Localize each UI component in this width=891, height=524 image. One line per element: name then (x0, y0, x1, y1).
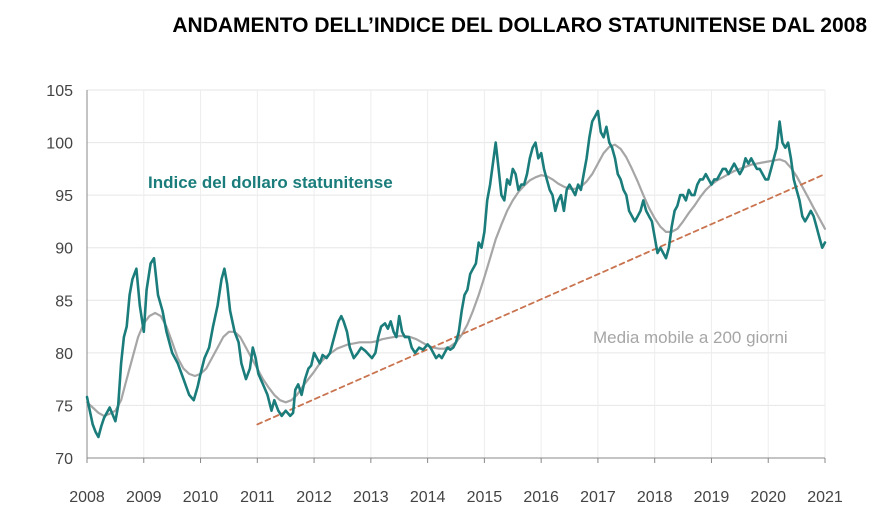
annotation-dollar-index: Indice del dollaro statunitense (148, 173, 393, 192)
x-tick-label: 2019 (694, 489, 730, 506)
x-tick-label: 2014 (410, 489, 446, 506)
x-tick-label: 2021 (807, 489, 843, 506)
trend-line-dashed (256, 173, 826, 426)
y-tick-label: 80 (55, 346, 73, 363)
x-tick-label: 2020 (750, 489, 786, 506)
y-tick-label: 105 (46, 83, 73, 100)
x-tick-label: 2012 (296, 489, 332, 506)
y-tick-label: 70 (55, 451, 73, 468)
y-tick-label: 100 (46, 136, 73, 153)
x-tick-label: 2018 (637, 489, 673, 506)
x-tick-label: 2010 (183, 489, 219, 506)
x-tick-label: 2013 (353, 489, 389, 506)
x-tick-label: 2009 (126, 489, 162, 506)
annotations: Indice del dollaro statunitense Media mob… (148, 173, 788, 347)
y-tick-label: 85 (55, 293, 73, 310)
series-lines (85, 109, 827, 439)
chart-title: ANDAMENTO DELL’INDICE DEL DOLLARO STATUN… (172, 14, 867, 37)
y-tick-label: 95 (55, 188, 73, 205)
x-tick-label: 2015 (467, 489, 503, 506)
y-tick-label: 75 (55, 398, 73, 415)
x-tick-label: 2011 (240, 489, 275, 506)
annotation-moving-average: Media mobile a 200 giorni (593, 328, 788, 347)
y-tick-label: 90 (55, 241, 73, 258)
grid-lines (87, 89, 826, 458)
series-line-dollar-index (85, 109, 827, 439)
tick-labels: 70 75 80 85 90 95 100 105 2008 2009 2010 2011 2012 20… (46, 83, 843, 506)
x-tick-label: 2017 (580, 489, 616, 506)
x-tick-label: 2008 (69, 489, 105, 506)
x-tick-label: 2016 (523, 489, 559, 506)
axes (86, 90, 826, 463)
